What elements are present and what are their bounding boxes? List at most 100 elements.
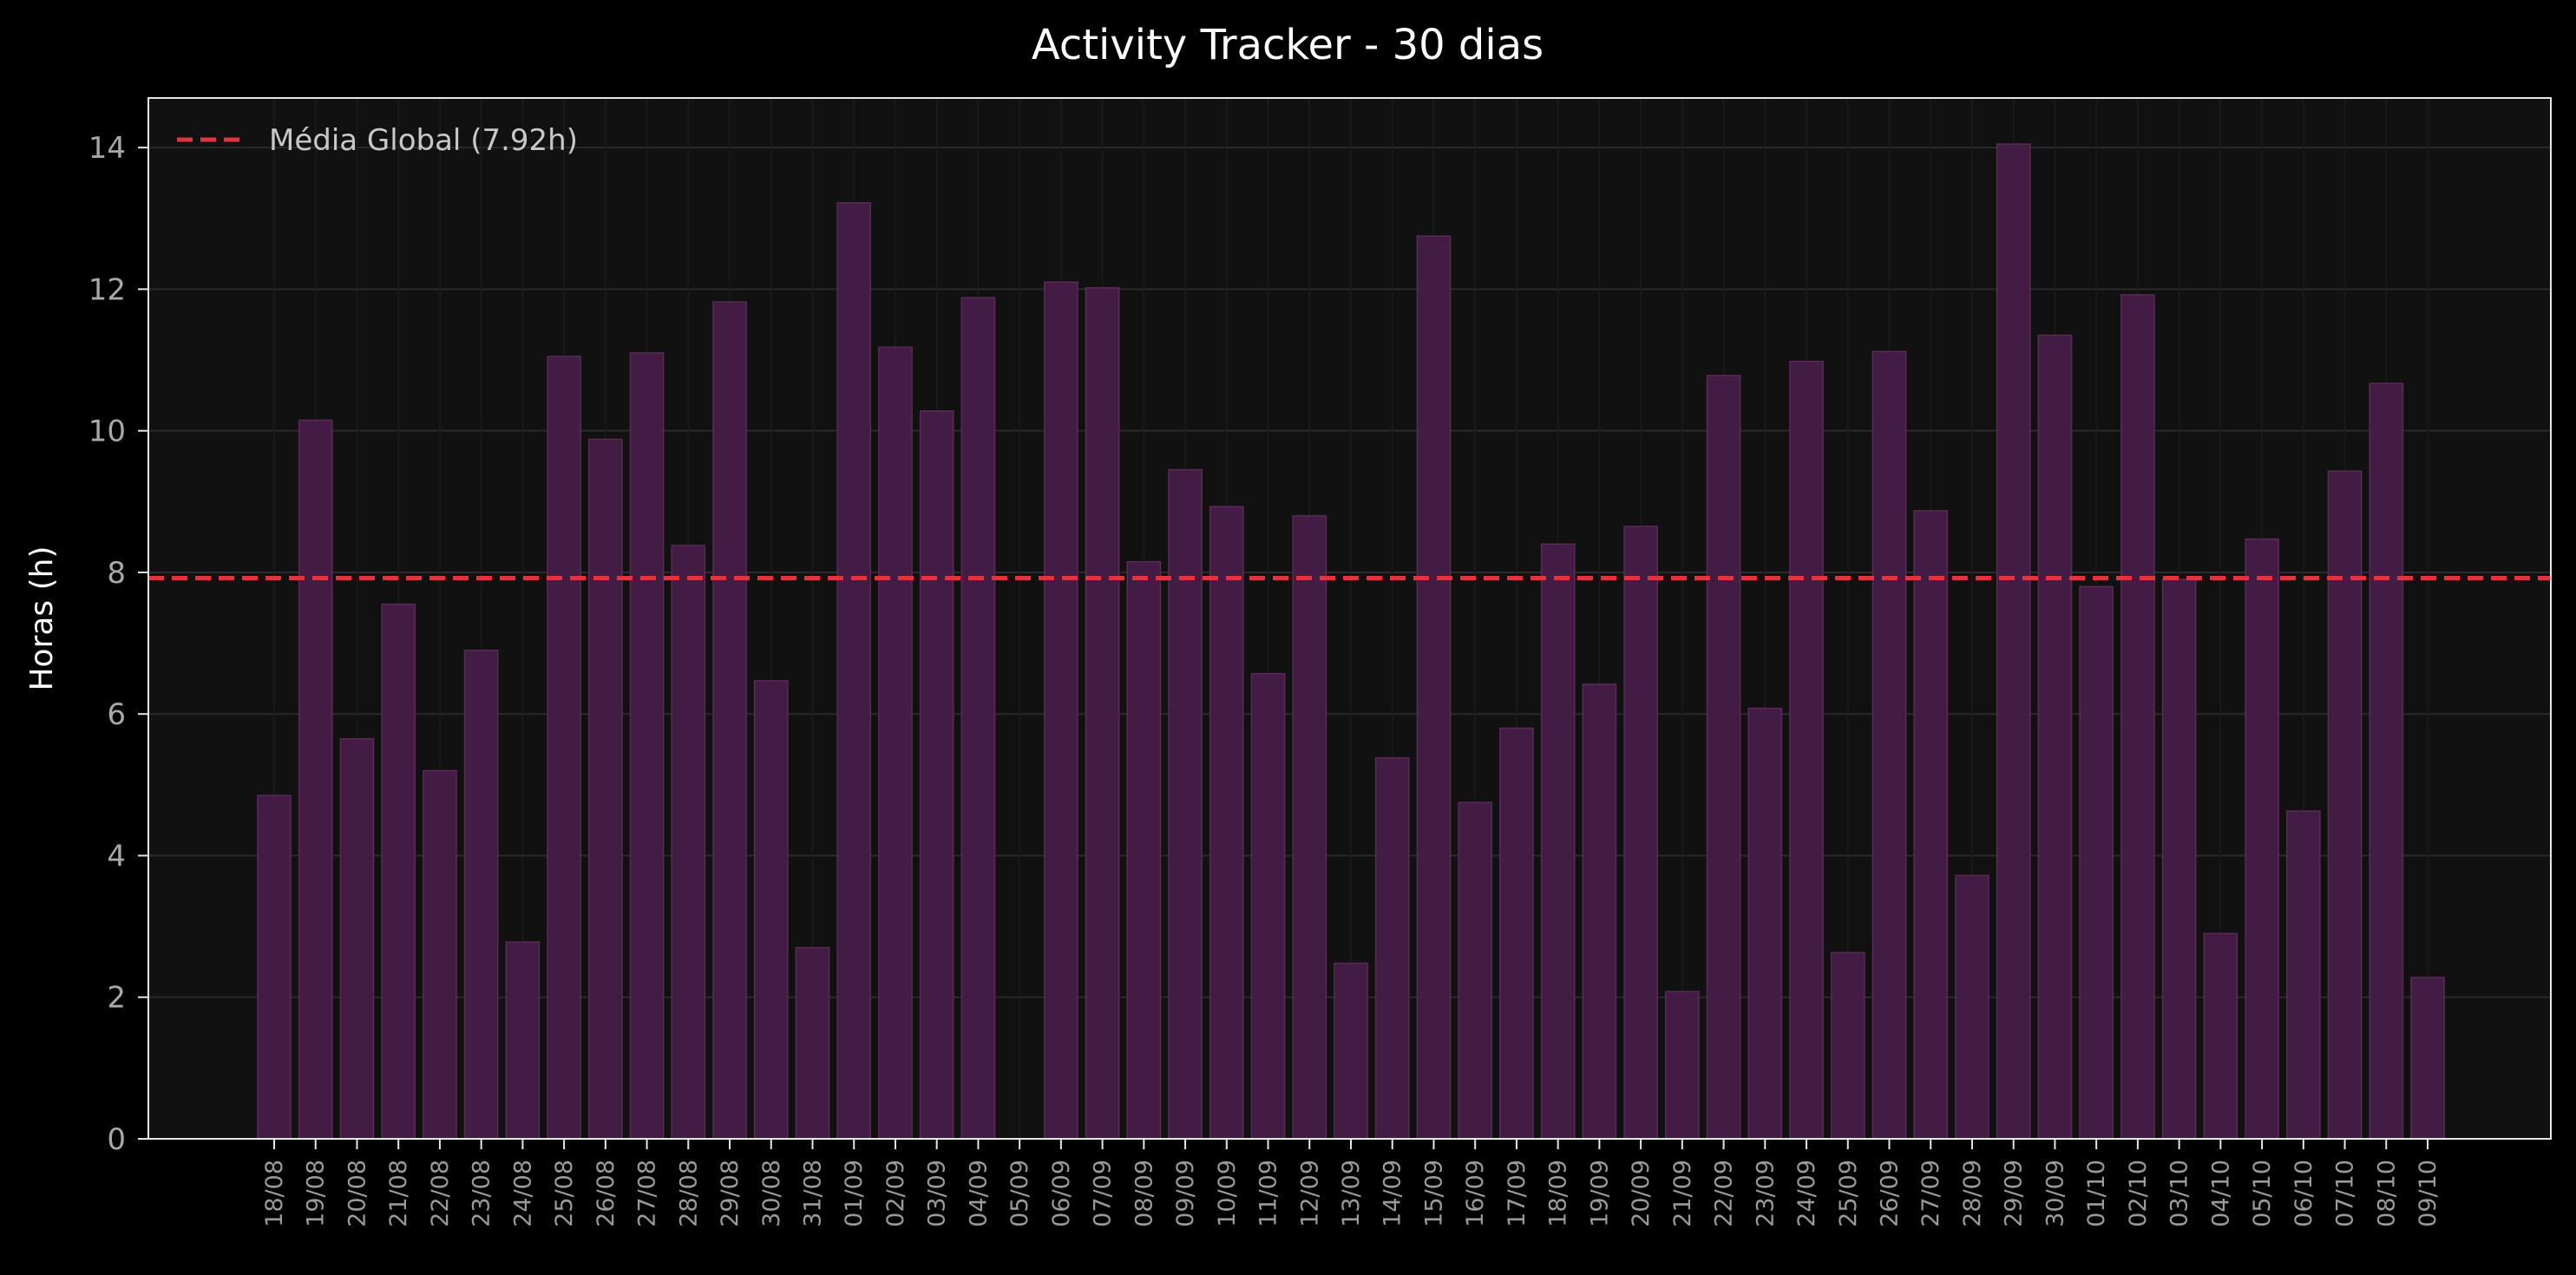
x-tick-label: 08/10 — [2373, 1160, 2400, 1227]
bar — [1913, 510, 1949, 1140]
x-tick-label: 18/08 — [261, 1160, 288, 1227]
x-tick-label: 22/09 — [1711, 1160, 1738, 1227]
x-tick-label: 14/09 — [1380, 1160, 1406, 1227]
bar — [1044, 281, 1078, 1140]
bar — [960, 297, 996, 1140]
x-tick-label: 02/10 — [2125, 1160, 2152, 1227]
x-tick-label: 02/09 — [882, 1160, 909, 1227]
x-axis-ticks: 18/08 19/08 20/08 21/08 22/08 23/08 24/08 25/08… — [261, 1139, 2442, 1227]
bar — [381, 603, 416, 1140]
x-tick-label: 15/09 — [1420, 1160, 1447, 1227]
bar — [1416, 235, 1452, 1140]
bar — [1706, 375, 1741, 1140]
bar — [463, 649, 499, 1140]
x-tick-label: 26/08 — [593, 1160, 619, 1227]
bar — [2037, 334, 2073, 1140]
bar — [1499, 727, 1534, 1140]
x-tick-label: 13/09 — [1338, 1160, 1365, 1227]
bar — [1085, 287, 1120, 1140]
bar — [1747, 707, 1783, 1140]
x-tick-label: 01/09 — [841, 1160, 868, 1227]
x-tick-label: 05/10 — [2249, 1160, 2276, 1227]
bar — [1955, 874, 1989, 1140]
bar — [795, 946, 830, 1140]
x-tick-label: 05/09 — [1006, 1160, 1033, 1227]
x-tick-label: 08/09 — [1131, 1160, 1157, 1227]
x-tick-label: 20/08 — [344, 1160, 370, 1227]
bar — [1871, 350, 1907, 1140]
x-tick-label: 31/08 — [800, 1160, 827, 1227]
bar — [2245, 538, 2279, 1140]
bar — [423, 769, 457, 1140]
bar — [1665, 991, 1700, 1140]
bar — [1168, 468, 1203, 1140]
x-tick-label: 22/08 — [427, 1160, 454, 1227]
x-tick-label: 18/09 — [1545, 1160, 1572, 1227]
x-tick-label: 28/08 — [675, 1160, 702, 1227]
x-tick-label: 06/09 — [1048, 1160, 1075, 1227]
bar — [919, 410, 954, 1140]
bar — [878, 346, 913, 1140]
bar — [2161, 579, 2197, 1140]
bar — [753, 680, 789, 1140]
bar — [547, 356, 581, 1140]
bar — [2410, 977, 2445, 1140]
x-tick-label: 03/09 — [924, 1160, 951, 1227]
y-axis-label: Horas (h) — [24, 546, 60, 690]
bar — [588, 438, 623, 1140]
bar — [1209, 506, 1244, 1140]
bar — [505, 941, 541, 1140]
y-axis-ticks: 0 2 4 6 8 10 12 14 — [88, 131, 148, 1157]
plot-frame — [147, 97, 2552, 1140]
x-tick-label: 29/09 — [2001, 1160, 2028, 1227]
x-tick-label: 21/09 — [1669, 1160, 1696, 1227]
bar — [1623, 526, 1658, 1140]
bar — [2079, 585, 2114, 1140]
bar — [1334, 962, 1368, 1140]
x-tick-label: 17/09 — [1504, 1160, 1531, 1227]
x-tick-label: 24/09 — [1793, 1160, 1820, 1227]
x-tick-label: 27/09 — [1917, 1160, 1944, 1227]
bar — [257, 794, 292, 1140]
bar — [1250, 672, 1286, 1140]
bar — [1582, 683, 1617, 1140]
bar — [2120, 294, 2155, 1140]
y-tick-label: 14 — [88, 131, 126, 166]
bar — [2327, 470, 2363, 1140]
x-tick-label: 11/09 — [1255, 1160, 1282, 1227]
bar — [2203, 932, 2238, 1140]
x-tick-label: 27/08 — [634, 1160, 661, 1227]
x-tick-label: 09/10 — [2415, 1160, 2442, 1227]
bar — [671, 545, 706, 1140]
bar — [298, 419, 333, 1140]
x-tick-label: 30/09 — [2042, 1160, 2068, 1227]
legend: Média Global (7.92h) — [177, 123, 578, 158]
x-tick-label: 23/08 — [469, 1160, 495, 1227]
bar — [1540, 543, 1576, 1140]
x-tick-label: 25/08 — [551, 1160, 578, 1227]
y-tick-label: 4 — [107, 839, 126, 873]
x-tick-label: 25/09 — [1835, 1160, 1862, 1227]
bar — [1458, 801, 1493, 1140]
bar — [1830, 951, 1865, 1140]
x-tick-label: 04/09 — [965, 1160, 992, 1227]
x-tick-label: 12/09 — [1296, 1160, 1323, 1227]
x-tick-label: 16/09 — [1462, 1160, 1489, 1227]
x-tick-label: 10/09 — [1214, 1160, 1241, 1227]
y-tick-label: 10 — [88, 415, 126, 449]
x-tick-label: 26/09 — [1877, 1160, 1904, 1227]
x-tick-label: 19/08 — [303, 1160, 330, 1227]
y-tick-label: 2 — [107, 981, 126, 1016]
y-tick-label: 12 — [88, 272, 126, 307]
bar — [339, 738, 375, 1140]
x-tick-label: 01/10 — [2083, 1160, 2110, 1227]
x-tick-label: 21/08 — [385, 1160, 412, 1227]
x-tick-label: 04/10 — [2207, 1160, 2234, 1227]
bar — [1374, 757, 1410, 1140]
x-tick-label: 24/08 — [509, 1160, 536, 1227]
x-tick-label: 07/10 — [2332, 1160, 2359, 1227]
chart-title: Activity Tracker - 30 dias — [1032, 21, 1544, 69]
x-tick-label: 29/08 — [717, 1160, 744, 1227]
x-tick-label: 30/08 — [758, 1160, 785, 1227]
